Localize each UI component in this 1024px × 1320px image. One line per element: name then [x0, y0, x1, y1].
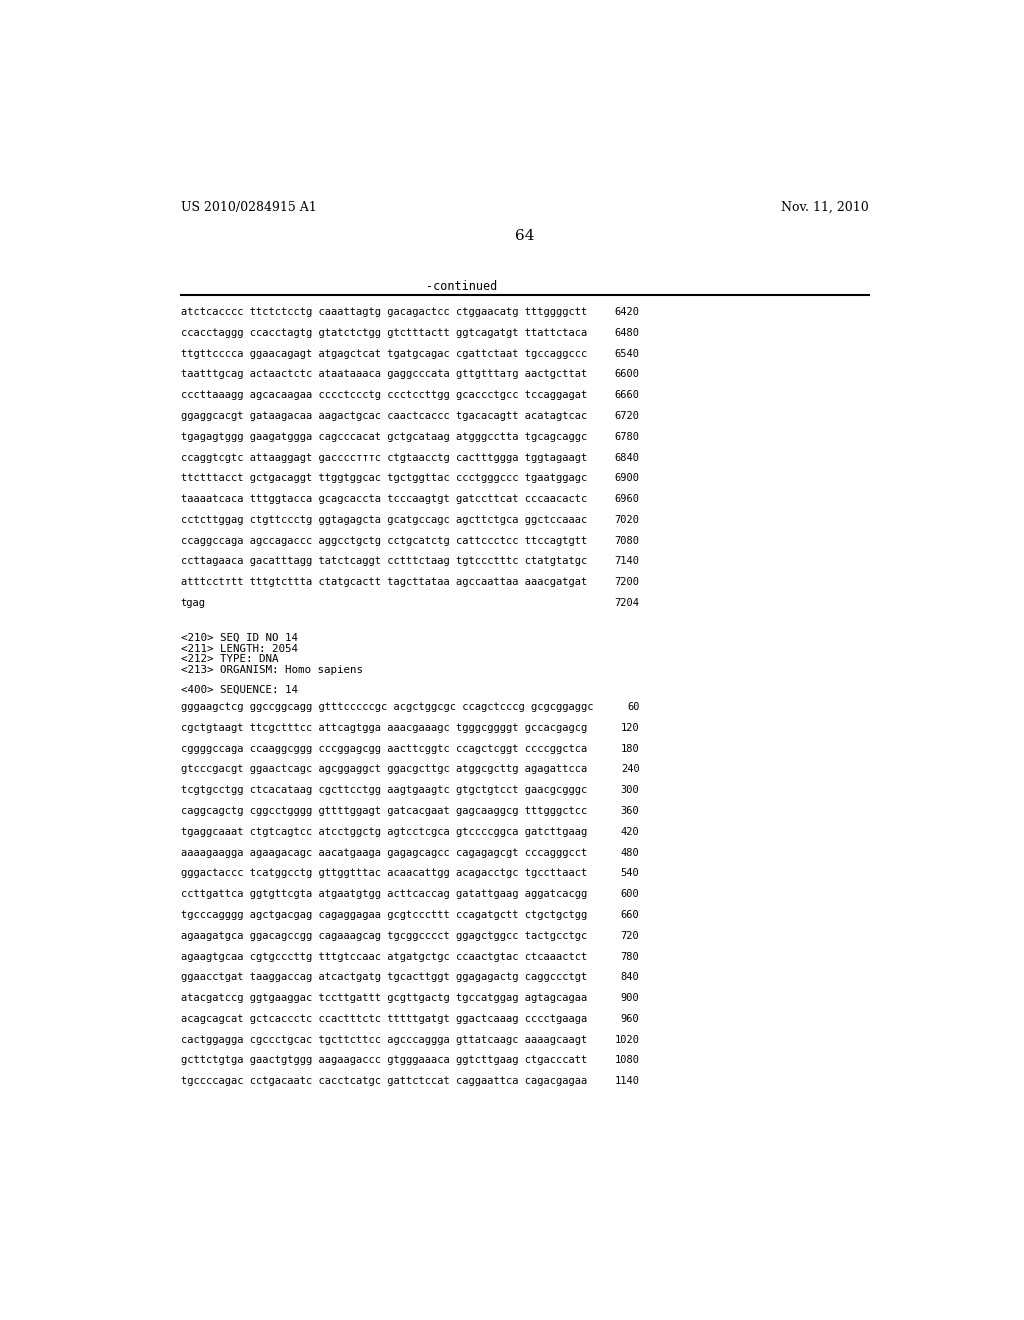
Text: 6960: 6960	[614, 494, 640, 504]
Text: taaaatcaca tttggtacca gcagcaccta tcccaagtgt gatccttcat cccaacactc: taaaatcaca tttggtacca gcagcaccta tcccaag…	[180, 494, 587, 504]
Text: -continued: -continued	[426, 280, 497, 293]
Text: tgcccagggg agctgacgag cagaggagaa gcgtcccttt ccagatgctt ctgctgctgg: tgcccagggg agctgacgag cagaggagaa gcgtccc…	[180, 909, 587, 920]
Text: 6420: 6420	[614, 308, 640, 317]
Text: gcttctgtga gaactgtggg aagaagaccc gtgggaaaca ggtcttgaag ctgacccatt: gcttctgtga gaactgtggg aagaagaccc gtgggaa…	[180, 1056, 587, 1065]
Text: 7204: 7204	[614, 598, 640, 609]
Text: 900: 900	[621, 993, 640, 1003]
Text: 6840: 6840	[614, 453, 640, 462]
Text: agaagtgcaa cgtgcccttg tttgtccaac atgatgctgc ccaactgtac ctcaaactct: agaagtgcaa cgtgcccttg tttgtccaac atgatgc…	[180, 952, 587, 961]
Text: gggactaccc tcatggcctg gttggtttac acaacattgg acagacctgc tgccttaact: gggactaccc tcatggcctg gttggtttac acaacat…	[180, 869, 587, 878]
Text: 780: 780	[621, 952, 640, 961]
Text: 1020: 1020	[614, 1035, 640, 1044]
Text: 720: 720	[621, 931, 640, 941]
Text: <211> LENGTH: 2054: <211> LENGTH: 2054	[180, 644, 298, 653]
Text: tcgtgcctgg ctcacataag cgcttcctgg aagtgaagtc gtgctgtcct gaacgcgggc: tcgtgcctgg ctcacataag cgcttcctgg aagtgaa…	[180, 785, 587, 795]
Text: 6660: 6660	[614, 391, 640, 400]
Text: gtcccgacgt ggaactcagc agcggaggct ggacgcttgc atggcgcttg agagattcca: gtcccgacgt ggaactcagc agcggaggct ggacgct…	[180, 764, 587, 775]
Text: ttgttcccca ggaacagagt atgagctcat tgatgcagac cgattctaat tgccaggccc: ttgttcccca ggaacagagt atgagctcat tgatgca…	[180, 348, 587, 359]
Text: <213> ORGANISM: Homo sapiens: <213> ORGANISM: Homo sapiens	[180, 665, 362, 675]
Text: 600: 600	[621, 890, 640, 899]
Text: 7140: 7140	[614, 557, 640, 566]
Text: 300: 300	[621, 785, 640, 795]
Text: cggggccaga ccaaggcggg cccggagcgg aacttcggtc ccagctcggt ccccggctca: cggggccaga ccaaggcggg cccggagcgg aacttcg…	[180, 743, 587, 754]
Text: acagcagcat gctcaccctc ccactttctc tttttgatgt ggactcaaag cccctgaaga: acagcagcat gctcaccctc ccactttctc tttttga…	[180, 1014, 587, 1024]
Text: atttcctтtt tttgtcttta ctatgcactt tagcttataa agccaattaa aaacgatgat: atttcctтtt tttgtcttta ctatgcactt tagctta…	[180, 577, 587, 587]
Text: <212> TYPE: DNA: <212> TYPE: DNA	[180, 655, 279, 664]
Text: caggcagctg cggcctgggg gttttggagt gatcacgaat gagcaaggcg tttgggctcc: caggcagctg cggcctgggg gttttggagt gatcacg…	[180, 807, 587, 816]
Text: ggaggcacgt gataagacaa aagactgcac caactcaccc tgacacagtt acatagtcac: ggaggcacgt gataagacaa aagactgcac caactca…	[180, 411, 587, 421]
Text: ccaggtcgtc attaaggagt gaccccтттс ctgtaacctg cactttggga tggtagaagt: ccaggtcgtc attaaggagt gaccccтттс ctgtaac…	[180, 453, 587, 462]
Text: atctcacccc ttctctcctg caaattagtg gacagactcc ctggaacatg tttggggctt: atctcacccc ttctctcctg caaattagtg gacagac…	[180, 308, 587, 317]
Text: cccttaaagg agcacaagaa cccctccctg ccctccttgg gcaccctgcc tccaggagat: cccttaaagg agcacaagaa cccctccctg ccctcct…	[180, 391, 587, 400]
Text: 7080: 7080	[614, 536, 640, 545]
Text: cactggagga cgccctgcac tgcttcttcc agcccaggga gttatcaagc aaaagcaagt: cactggagga cgccctgcac tgcttcttcc agcccag…	[180, 1035, 587, 1044]
Text: taatttgcag actaactctc ataataaaca gaggcccata gttgtttатg aactgcttat: taatttgcag actaactctc ataataaaca gaggccc…	[180, 370, 587, 379]
Text: ccacctaggg ccacctagtg gtatctctgg gtctttactt ggtcagatgt ttattctaca: ccacctaggg ccacctagtg gtatctctgg gtcttta…	[180, 327, 587, 338]
Text: 240: 240	[621, 764, 640, 775]
Text: 420: 420	[621, 826, 640, 837]
Text: 64: 64	[515, 230, 535, 243]
Text: <400> SEQUENCE: 14: <400> SEQUENCE: 14	[180, 685, 298, 696]
Text: 660: 660	[621, 909, 640, 920]
Text: ccttagaaca gacatttagg tatctcaggt cctttctaag tgtccctttc ctatgtatgc: ccttagaaca gacatttagg tatctcaggt cctttct…	[180, 557, 587, 566]
Text: 840: 840	[621, 973, 640, 982]
Text: agaagatgca ggacagccgg cagaaagcag tgcggcccct ggagctggcc tactgcctgc: agaagatgca ggacagccgg cagaaagcag tgcggcc…	[180, 931, 587, 941]
Text: 6540: 6540	[614, 348, 640, 359]
Text: 60: 60	[627, 702, 640, 711]
Text: US 2010/0284915 A1: US 2010/0284915 A1	[180, 201, 316, 214]
Text: 6480: 6480	[614, 327, 640, 338]
Text: 360: 360	[621, 807, 640, 816]
Text: gggaagctcg ggccggcagg gtttcccccgc acgctggcgc ccagctcccg gcgcggaggc: gggaagctcg ggccggcagg gtttcccccgc acgctg…	[180, 702, 593, 711]
Text: ggaacctgat taaggaccag atcactgatg tgcacttggt ggagagactg caggccctgt: ggaacctgat taaggaccag atcactgatg tgcactt…	[180, 973, 587, 982]
Text: 1080: 1080	[614, 1056, 640, 1065]
Text: aaaagaagga agaagacagc aacatgaaga gagagcagcc cagagagcgt cccagggcct: aaaagaagga agaagacagc aacatgaaga gagagca…	[180, 847, 587, 858]
Text: atacgatccg ggtgaaggac tccttgattt gcgttgactg tgccatggag agtagcagaa: atacgatccg ggtgaaggac tccttgattt gcgttga…	[180, 993, 587, 1003]
Text: ccaggccaga agccagaccc aggcctgctg cctgcatctg cattccctcc ttccagtgtt: ccaggccaga agccagaccc aggcctgctg cctgcat…	[180, 536, 587, 545]
Text: Nov. 11, 2010: Nov. 11, 2010	[781, 201, 869, 214]
Text: 480: 480	[621, 847, 640, 858]
Text: 1140: 1140	[614, 1076, 640, 1086]
Text: 6780: 6780	[614, 432, 640, 442]
Text: 7020: 7020	[614, 515, 640, 525]
Text: 180: 180	[621, 743, 640, 754]
Text: cctcttggag ctgttccctg ggtagagcta gcatgccagc agcttctgca ggctccaaac: cctcttggag ctgttccctg ggtagagcta gcatgcc…	[180, 515, 587, 525]
Text: 6600: 6600	[614, 370, 640, 379]
Text: tgag: tgag	[180, 598, 206, 609]
Text: 6720: 6720	[614, 411, 640, 421]
Text: ttctttacct gctgacaggt ttggtggcac tgctggttac ccctgggccc tgaatggagc: ttctttacct gctgacaggt ttggtggcac tgctggt…	[180, 474, 587, 483]
Text: 6900: 6900	[614, 474, 640, 483]
Text: tgccccagac cctgacaatc cacctcatgc gattctccat caggaattca cagacgagaa: tgccccagac cctgacaatc cacctcatgc gattctc…	[180, 1076, 587, 1086]
Text: 120: 120	[621, 723, 640, 733]
Text: <210> SEQ ID NO 14: <210> SEQ ID NO 14	[180, 632, 298, 643]
Text: tgaggcaaat ctgtcagtcc atcctggctg agtcctcgca gtccccggca gatcttgaag: tgaggcaaat ctgtcagtcc atcctggctg agtcctc…	[180, 826, 587, 837]
Text: tgagagtggg gaagatggga cagcccacat gctgcataag atgggcctta tgcagcaggc: tgagagtggg gaagatggga cagcccacat gctgcat…	[180, 432, 587, 442]
Text: cgctgtaagt ttcgctttcc attcagtgga aaacgaaagc tgggcggggt gccacgagcg: cgctgtaagt ttcgctttcc attcagtgga aaacgaa…	[180, 723, 587, 733]
Text: 7200: 7200	[614, 577, 640, 587]
Text: 960: 960	[621, 1014, 640, 1024]
Text: 540: 540	[621, 869, 640, 878]
Text: ccttgattca ggtgttcgta atgaatgtgg acttcaccag gatattgaag aggatcacgg: ccttgattca ggtgttcgta atgaatgtgg acttcac…	[180, 890, 587, 899]
